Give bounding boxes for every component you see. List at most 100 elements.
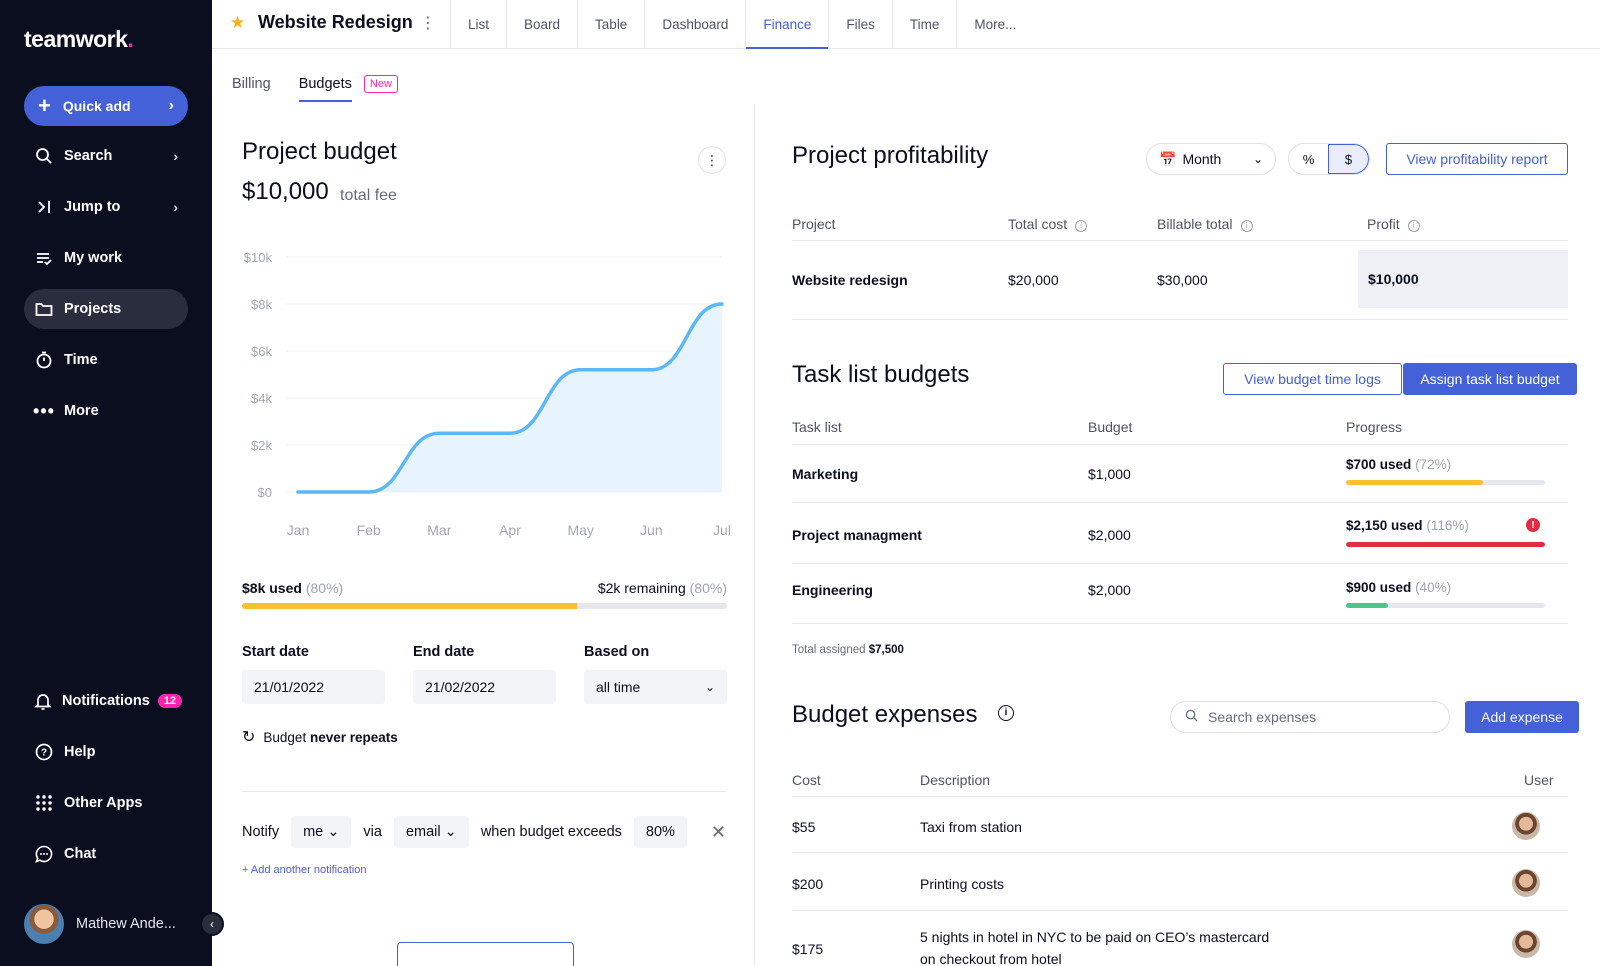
budget-amount: $10,000	[242, 178, 329, 205]
period-select[interactable]: 📅 Month ⌄	[1146, 143, 1276, 175]
notify-channel-select[interactable]: email ⌄	[393, 816, 469, 848]
tab-dashboard[interactable]: Dashboard	[644, 0, 745, 49]
expense-cost: $200	[792, 876, 824, 892]
data-point	[297, 491, 299, 493]
info-icon[interactable]: i	[1240, 220, 1253, 232]
data-point	[438, 432, 440, 434]
remaining-percent: (80%)	[689, 580, 727, 596]
add-expense-button[interactable]: Add expense	[1465, 701, 1579, 733]
repeat-prefix: Budget	[263, 729, 307, 745]
usage-amount: $700 used	[1346, 457, 1412, 472]
collapse-sidebar-button[interactable]: ‹	[200, 912, 224, 936]
tab-finance[interactable]: Finance	[745, 0, 829, 49]
info-icon[interactable]: i	[1075, 220, 1088, 232]
column-header-cost: Cost	[792, 772, 821, 788]
based-on-select[interactable]: all time ⌄	[584, 670, 727, 704]
task-list-progress-fill	[1346, 603, 1388, 608]
search-expenses-input[interactable]: Search expenses	[1170, 701, 1450, 733]
dollar-toggle[interactable]: $	[1328, 144, 1369, 174]
sidebar-item-other-apps[interactable]: Other Apps	[24, 783, 188, 823]
quick-add-button[interactable]: + Quick add ›	[24, 86, 188, 126]
data-point	[580, 369, 582, 371]
when-label: when budget exceeds	[480, 824, 622, 840]
expense-description: 5 nights in hotel in NYC to be paid on C…	[920, 929, 1270, 945]
teamwork-logo[interactable]: teamwork.	[24, 26, 134, 52]
repeat-icon: ↻	[242, 729, 256, 746]
add-notification-link[interactable]: + Add another notification	[242, 864, 367, 876]
sidebar-item-help[interactable]: ? Help	[24, 732, 188, 772]
x-tick-label: Jul	[713, 522, 731, 538]
total-assigned-label: Total assigned	[792, 644, 866, 656]
expense-cost: $175	[792, 941, 824, 957]
sidebar-item-notifications[interactable]: Notifications 12	[24, 681, 188, 721]
info-icon[interactable]: i	[1407, 220, 1420, 232]
project-title: Website Redesign	[258, 12, 413, 32]
task-list-name[interactable]: Engineering	[792, 582, 873, 598]
threshold-input[interactable]: 80%	[633, 816, 687, 848]
task-list-name[interactable]: Marketing	[792, 466, 859, 482]
notify-who-select[interactable]: me ⌄	[291, 816, 352, 848]
start-date-value: 21/01/2022	[254, 679, 325, 695]
divider	[792, 319, 1568, 320]
sidebar-item-label: Time	[64, 352, 98, 368]
view-budget-time-logs-button[interactable]: View budget time logs	[1223, 363, 1402, 395]
header-label: Billable total	[1157, 216, 1233, 232]
divider	[792, 444, 1568, 445]
x-tick-label: May	[567, 522, 593, 538]
sidebar-item-chat[interactable]: Chat	[24, 834, 188, 874]
notify-label: Notify	[242, 824, 280, 840]
tab-table[interactable]: Table	[577, 0, 644, 49]
x-tick-label: Mar	[427, 522, 451, 538]
x-tick-label: Jan	[287, 522, 310, 538]
percent-toggle[interactable]: %	[1302, 151, 1315, 167]
sidebar-item-label: My work	[64, 250, 123, 266]
over-budget-warning-icon: !	[1526, 518, 1540, 532]
tab-files[interactable]: Files	[828, 0, 892, 49]
kebab-menu-icon[interactable]: ⋮	[420, 15, 436, 32]
divider	[792, 623, 1568, 624]
notification-count-badge: 12	[157, 694, 183, 708]
sidebar-item-label: Projects	[64, 301, 122, 317]
sidebar-item-projects[interactable]: Projects	[24, 289, 188, 329]
budget-expenses-title: Budget expenses	[792, 701, 978, 728]
timer-icon	[34, 350, 54, 370]
used-percent: (80%)	[305, 580, 344, 596]
chevron-down-icon: ⌄	[327, 824, 340, 840]
column-header-project: Project	[792, 216, 836, 232]
tab-board[interactable]: Board	[506, 0, 577, 49]
end-date-field[interactable]: 21/02/2022	[413, 670, 556, 704]
percent-dollar-toggle: % $	[1288, 143, 1370, 175]
tab-time[interactable]: Time	[891, 0, 957, 49]
budget-repeat-setting[interactable]: ↻ Budget never repeats	[242, 727, 398, 747]
sidebar-item-my-work[interactable]: My work	[24, 238, 188, 278]
sidebar: teamwork. + Quick add › Search › Jump to…	[0, 0, 212, 966]
view-profitability-report-button[interactable]: View profitability report	[1386, 143, 1568, 175]
info-icon[interactable]: i	[998, 705, 1014, 721]
assign-task-list-budget-button[interactable]: Assign task list budget	[1403, 363, 1577, 395]
star-icon[interactable]: ★	[230, 13, 246, 32]
subtab-billing[interactable]: Billing	[232, 76, 271, 92]
sidebar-item-label: Chat	[64, 846, 97, 862]
tab-list[interactable]: List	[450, 0, 506, 49]
column-header-progress: Progress	[1346, 419, 1403, 435]
start-date-field[interactable]: 21/01/2022	[242, 670, 385, 704]
task-list-progress-fill	[1346, 542, 1545, 547]
tab-more[interactable]: More...	[956, 0, 1033, 49]
subtab-budgets[interactable]: Budgets	[298, 68, 353, 102]
column-header-task-list: Task list	[792, 419, 842, 435]
sidebar-item-time[interactable]: Time	[24, 340, 188, 380]
sidebar-item-label: Help	[64, 744, 96, 760]
based-on-value: all time	[596, 679, 641, 695]
profit-row-total-cost: $20,000	[1008, 272, 1059, 288]
close-icon[interactable]: ✕	[710, 821, 727, 842]
task-list-usage: $700 used (72%)	[1346, 457, 1451, 472]
chevron-down-icon: ⌄	[1252, 152, 1263, 166]
sidebar-item-more[interactable]: ••• More	[24, 391, 188, 431]
task-list-name[interactable]: Project managment	[792, 527, 922, 543]
budget-options-button[interactable]: ⋮	[698, 146, 726, 174]
user-profile[interactable]: Mathew Ande...	[24, 904, 176, 944]
budget-action-button[interactable]	[397, 942, 574, 966]
sidebar-item-search[interactable]: Search ›	[24, 136, 188, 176]
sidebar-item-jump-to[interactable]: Jump to ›	[24, 187, 188, 227]
task-list-progress-bar	[1346, 542, 1545, 547]
